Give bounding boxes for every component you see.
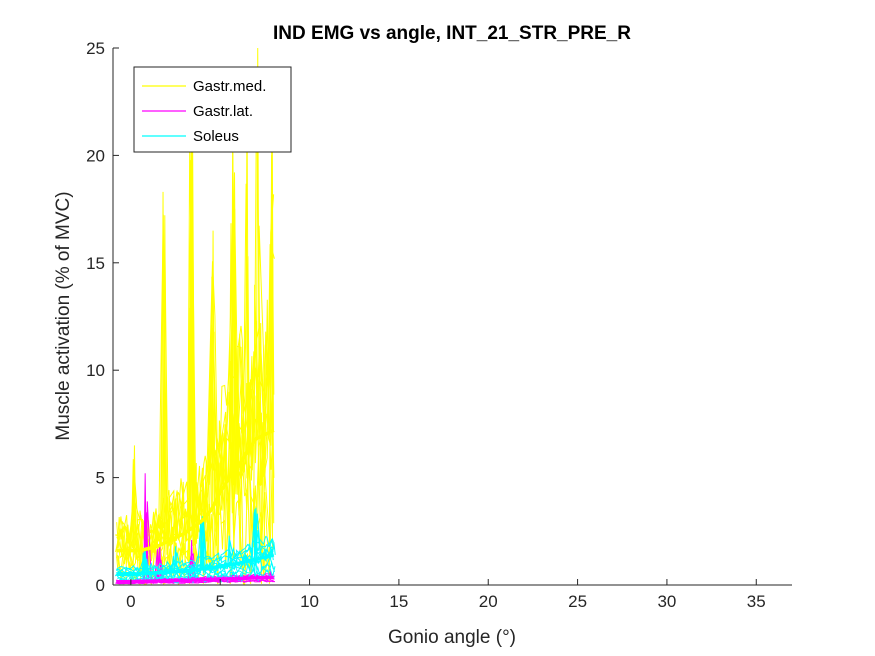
mean-trace-soleus: [116, 553, 275, 577]
y-axis-ticks: 0 5 10 15 20 25: [86, 39, 119, 595]
x-tick-label: 20: [479, 592, 498, 611]
peak-spike: [143, 473, 148, 582]
x-tick-label: 15: [389, 592, 408, 611]
trial-trace-gastr-lat: [115, 547, 275, 585]
peak-spike: [161, 191, 165, 544]
y-tick-label: 0: [96, 576, 105, 595]
legend-label: Gastr.lat.: [193, 103, 253, 120]
peak-spike: [271, 541, 276, 555]
y-tick-label: 5: [96, 469, 105, 488]
peak-spike: [227, 535, 232, 566]
peak-spike: [200, 516, 205, 569]
peak-spike: [255, 47, 260, 439]
x-tick-label: 0: [126, 592, 135, 611]
x-axis-label: Gonio angle (°): [388, 627, 516, 648]
legend-label: Gastr.med.: [193, 78, 266, 95]
mean-trace-gastr-lat: [116, 575, 274, 584]
legend-label: Soleus: [193, 128, 239, 145]
mean-trace-gastr-med: [116, 428, 275, 553]
x-tick-label: 5: [215, 592, 224, 611]
y-tick-label: 25: [86, 39, 105, 58]
x-tick-label: 10: [300, 592, 319, 611]
peak-spike: [254, 507, 258, 560]
chart-title: IND EMG vs angle, INT_21_STR_PRE_R: [273, 23, 631, 44]
trace-group: [114, 47, 276, 586]
y-tick-label: 15: [86, 254, 105, 273]
y-tick-label: 10: [86, 361, 105, 380]
y-tick-label: 20: [86, 146, 105, 165]
legend-box: [133, 66, 292, 153]
legend: Gastr.med. Gastr.lat. Soleus: [133, 66, 292, 153]
peak-spike: [211, 230, 215, 507]
x-tick-label: 35: [747, 592, 766, 611]
peak-spike: [132, 445, 137, 551]
x-tick-label: 30: [657, 592, 676, 611]
x-axis-ticks: 0 5 10 15 20 25 30 35: [126, 579, 766, 611]
peak-spike: [173, 546, 178, 572]
trial-trace-soleus: [117, 526, 274, 581]
y-axis-label: Muscle activation (% of MVC): [53, 191, 74, 440]
x-tick-label: 25: [568, 592, 587, 611]
